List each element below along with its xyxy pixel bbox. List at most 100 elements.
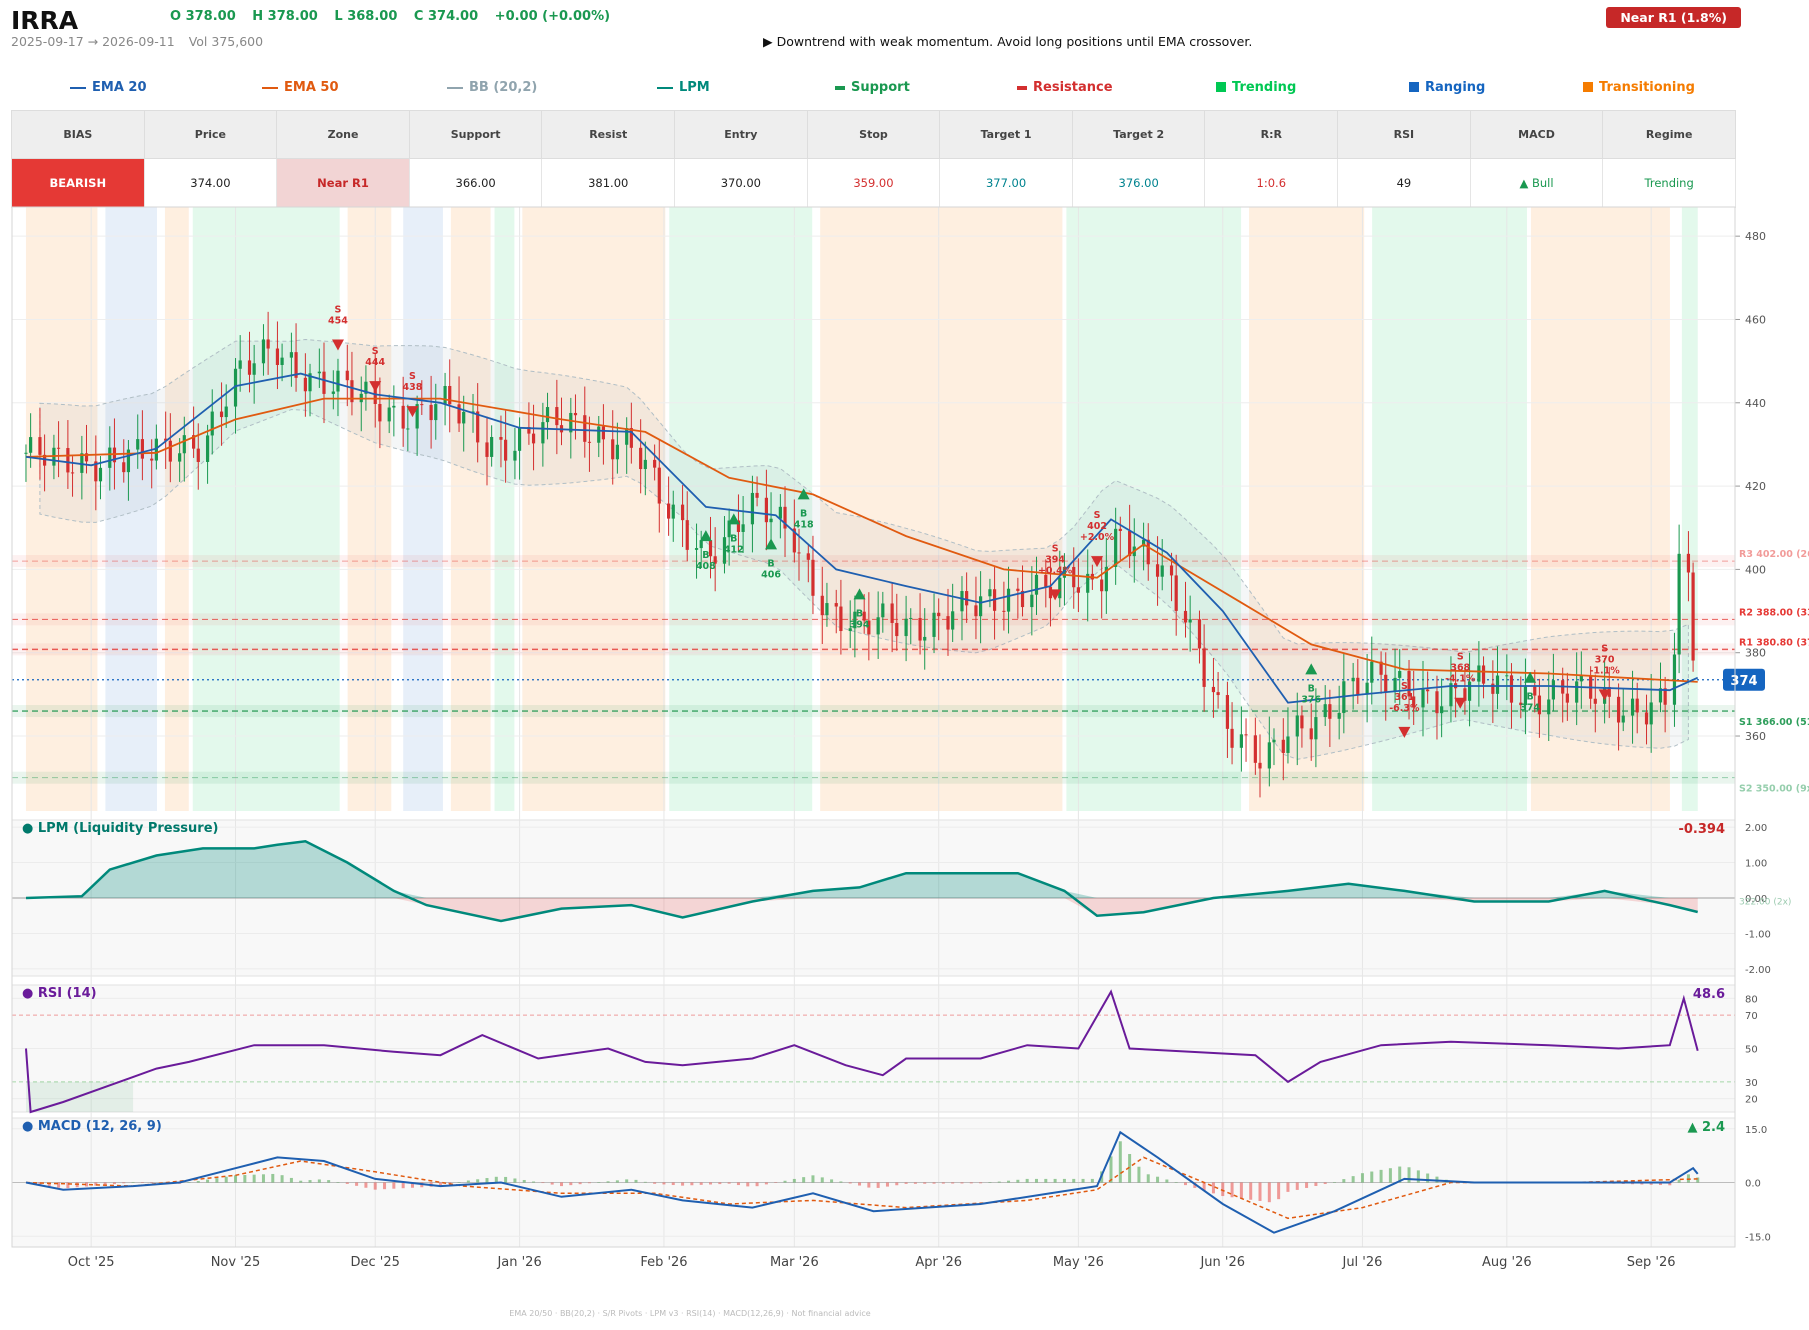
candle-body xyxy=(1225,695,1230,729)
candle-body xyxy=(541,422,545,444)
legend-item-lpm[interactable]: LPM xyxy=(657,80,710,95)
candle-body xyxy=(80,453,84,473)
lpm-tick-label: -1.00 xyxy=(1745,929,1771,940)
signal-return-label: +2.0% xyxy=(1080,532,1115,543)
candle-body xyxy=(1449,683,1453,707)
macd-histogram-bar xyxy=(802,1177,806,1183)
ohlc-readout: O 378.00 H 378.00 L 368.00 C 374.00 +0.0… xyxy=(170,9,622,24)
macd-histogram-bar xyxy=(709,1182,713,1185)
macd-histogram-bar xyxy=(1314,1182,1318,1186)
candle-body xyxy=(1384,674,1388,692)
candle-body xyxy=(1477,665,1481,682)
candle-body xyxy=(1412,696,1416,708)
macd-histogram-bar xyxy=(1044,1178,1048,1183)
candle-body xyxy=(490,436,494,457)
candle-body xyxy=(373,381,377,405)
stats-value-entry: 370.00 xyxy=(674,158,808,208)
legend-item-trending[interactable]: Trending xyxy=(1216,80,1296,95)
legend-item-transitioning[interactable]: Transitioning xyxy=(1583,80,1695,95)
legend-label: EMA 20 xyxy=(92,80,147,95)
level-zone xyxy=(12,555,1735,568)
legend-item-ema-50[interactable]: EMA 50 xyxy=(262,80,339,95)
stats-header-r-r: R:R xyxy=(1204,110,1339,159)
macd-histogram-bar xyxy=(1295,1182,1299,1190)
legend-swatch xyxy=(1583,82,1593,92)
level-label: R3 402.00 (26x) xyxy=(1739,549,1809,560)
macd-histogram-bar xyxy=(1333,1182,1337,1183)
candle-body xyxy=(755,492,759,498)
macd-histogram-bar xyxy=(606,1181,610,1183)
macd-histogram-bar xyxy=(932,1182,936,1184)
candle-body xyxy=(1030,594,1034,608)
candle-body xyxy=(1006,588,1011,612)
candle-body xyxy=(573,412,578,416)
macd-histogram-bar xyxy=(1360,1173,1364,1183)
level-zone xyxy=(12,771,1735,784)
candle-body xyxy=(205,435,210,462)
rsi-tick-label: 20 xyxy=(1745,1095,1758,1106)
candle-body xyxy=(457,404,461,424)
price-chart[interactable]: Oct '25 Nov '25 Dec '25 Jan '26 Feb '26 Mar '… xyxy=(0,200,1809,1308)
macd-histogram-bar xyxy=(280,1175,284,1183)
candle-body xyxy=(1188,619,1192,623)
last-price-tag-label: 374 xyxy=(1730,674,1757,689)
legend-item-resistance[interactable]: Resistance xyxy=(1017,80,1113,95)
legend-item-support[interactable]: Support xyxy=(835,80,910,95)
macd-histogram-bar xyxy=(299,1180,303,1183)
candle-body xyxy=(862,611,866,621)
legend-item-ranging[interactable]: Ranging xyxy=(1409,80,1485,95)
sell-signal-marker xyxy=(1049,589,1062,601)
signal-price-label: 412 xyxy=(724,544,744,555)
macd-histogram-bar xyxy=(848,1182,852,1184)
candle-body xyxy=(904,618,908,637)
lpm-positive-area xyxy=(25,841,1698,898)
legend-item-bb-20-2[interactable]: BB (20,2) xyxy=(447,80,537,95)
signal-type-label: S xyxy=(1094,510,1101,521)
zone-badge: Near R1 (1.8%) xyxy=(1606,7,1741,28)
candle-body xyxy=(70,472,75,474)
sell-signal-marker xyxy=(1454,697,1467,709)
macd-histogram-bar xyxy=(578,1182,582,1185)
header-bar: IRRA O 378.00 H 378.00 L 368.00 C 374.00… xyxy=(0,0,1809,60)
macd-histogram-bar xyxy=(1649,1182,1653,1185)
candle-body xyxy=(643,459,647,470)
stats-value-r-r: 1:0.6 xyxy=(1204,158,1339,208)
macd-histogram-bar xyxy=(1016,1179,1020,1183)
macd-histogram-bar xyxy=(1230,1182,1234,1198)
stats-header-rsi: RSI xyxy=(1337,110,1471,159)
candle-body xyxy=(639,447,643,470)
stats-value-target-2: 376.00 xyxy=(1071,158,1206,208)
macd-histogram-bar xyxy=(1165,1179,1169,1183)
macd-histogram-bar xyxy=(1137,1166,1141,1183)
macd-histogram-bar xyxy=(662,1182,666,1185)
regime-band-transitioning xyxy=(450,207,491,811)
macd-histogram-bar xyxy=(243,1174,247,1183)
legend-item-ema-20[interactable]: EMA 20 xyxy=(70,80,147,95)
signal-return-label: -4.1% xyxy=(1445,674,1476,685)
candle-body xyxy=(1686,553,1691,573)
macd-histogram-bar xyxy=(1258,1182,1262,1201)
macd-histogram-bar xyxy=(438,1182,442,1187)
macd-histogram-bar xyxy=(904,1182,908,1184)
rsi-current-value: 48.6 xyxy=(1693,987,1725,1002)
candle-body xyxy=(1272,739,1276,743)
candle-body xyxy=(806,553,810,560)
macd-histogram-bar xyxy=(830,1179,834,1183)
candle-body xyxy=(485,442,489,457)
candle-body xyxy=(401,405,405,429)
level-label: S1 366.00 (51x) xyxy=(1739,717,1809,728)
candle-body xyxy=(224,406,228,418)
candle-body xyxy=(448,385,452,405)
candle-body xyxy=(1002,610,1006,612)
candle-body xyxy=(657,467,661,504)
macd-histogram-bar xyxy=(485,1178,489,1183)
candle-body xyxy=(303,377,307,392)
candle-body xyxy=(443,385,447,405)
candle-body xyxy=(1579,674,1583,682)
macd-histogram-bar xyxy=(1416,1170,1420,1183)
signal-price-label: 444 xyxy=(365,357,385,368)
candle-body xyxy=(266,339,270,349)
signal-type-label: S xyxy=(1401,681,1408,692)
candle-body xyxy=(629,428,633,448)
candle-body xyxy=(555,407,559,426)
